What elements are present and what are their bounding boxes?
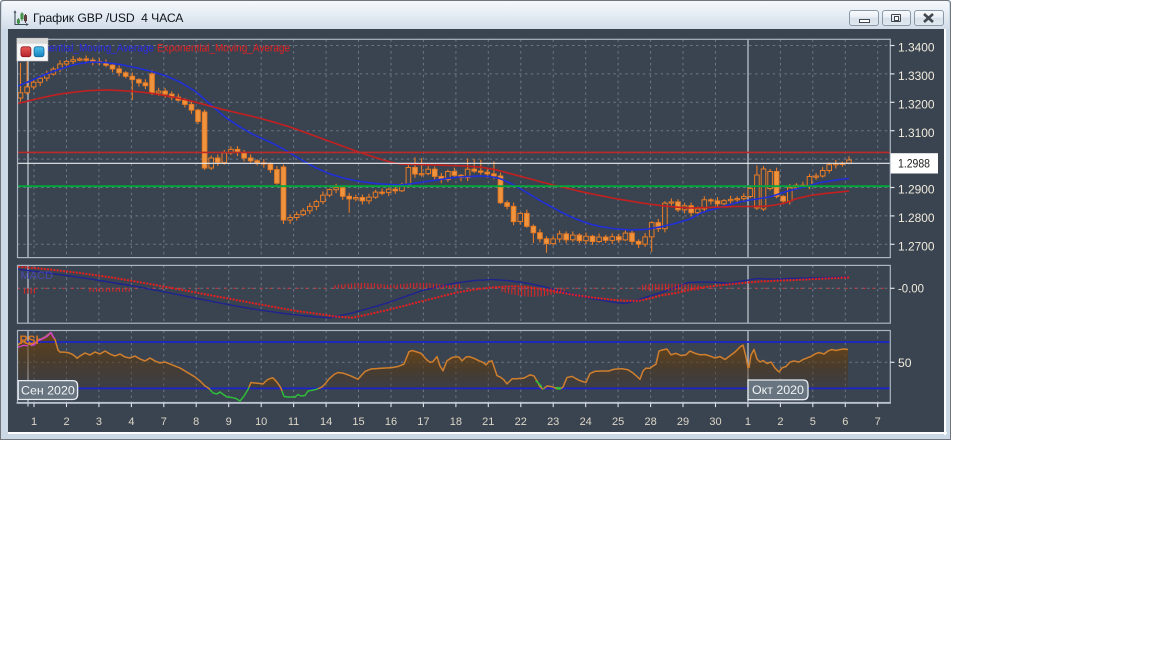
svg-text:Сен 2020: Сен 2020 (21, 383, 75, 397)
svg-text:6: 6 (842, 416, 848, 428)
svg-text:1.2900: 1.2900 (898, 183, 935, 197)
svg-text:1.3100: 1.3100 (898, 126, 935, 140)
svg-text:8: 8 (193, 416, 199, 428)
svg-text:10: 10 (255, 416, 267, 428)
svg-text:1.2800: 1.2800 (898, 211, 935, 225)
svg-text:2: 2 (63, 416, 69, 428)
svg-text:1: 1 (745, 416, 751, 428)
svg-text:5: 5 (810, 416, 816, 428)
svg-text:1.2700: 1.2700 (898, 240, 935, 254)
svg-text:14: 14 (320, 416, 332, 428)
svg-text:21: 21 (482, 416, 494, 428)
svg-text:Exponential_Moving_Average: Exponential_Moving_Average (21, 43, 154, 55)
svg-text:1.3200: 1.3200 (898, 98, 935, 112)
svg-text:11: 11 (288, 416, 299, 428)
svg-text:30: 30 (709, 416, 721, 428)
svg-text:24: 24 (580, 416, 592, 428)
svg-text:18: 18 (450, 416, 462, 428)
svg-text:3: 3 (96, 416, 102, 428)
svg-text:22: 22 (515, 416, 527, 428)
svg-text:Окт 2020: Окт 2020 (752, 383, 804, 397)
svg-text:2: 2 (777, 416, 783, 428)
svg-text:1.3400: 1.3400 (898, 41, 935, 55)
svg-text:-0.00: -0.00 (898, 282, 924, 296)
svg-text:17: 17 (417, 416, 429, 428)
svg-text:1: 1 (31, 416, 37, 428)
svg-text:9: 9 (226, 416, 232, 428)
svg-text:7: 7 (161, 416, 167, 428)
svg-text:29: 29 (677, 416, 689, 428)
svg-text:7: 7 (875, 416, 881, 428)
svg-text:1.2988: 1.2988 (898, 157, 930, 171)
svg-text:RSI: RSI (20, 335, 39, 347)
svg-text:Exponential_Moving_Average: Exponential_Moving_Average (157, 43, 290, 55)
svg-text:25: 25 (612, 416, 624, 428)
svg-text:MACD: MACD (21, 270, 53, 282)
svg-text:15: 15 (352, 416, 364, 428)
svg-text:16: 16 (385, 416, 397, 428)
svg-text:23: 23 (547, 416, 559, 428)
svg-text:1.3300: 1.3300 (898, 69, 935, 83)
svg-text:50: 50 (898, 356, 912, 370)
svg-text:4: 4 (128, 416, 134, 428)
svg-text:28: 28 (644, 416, 656, 428)
